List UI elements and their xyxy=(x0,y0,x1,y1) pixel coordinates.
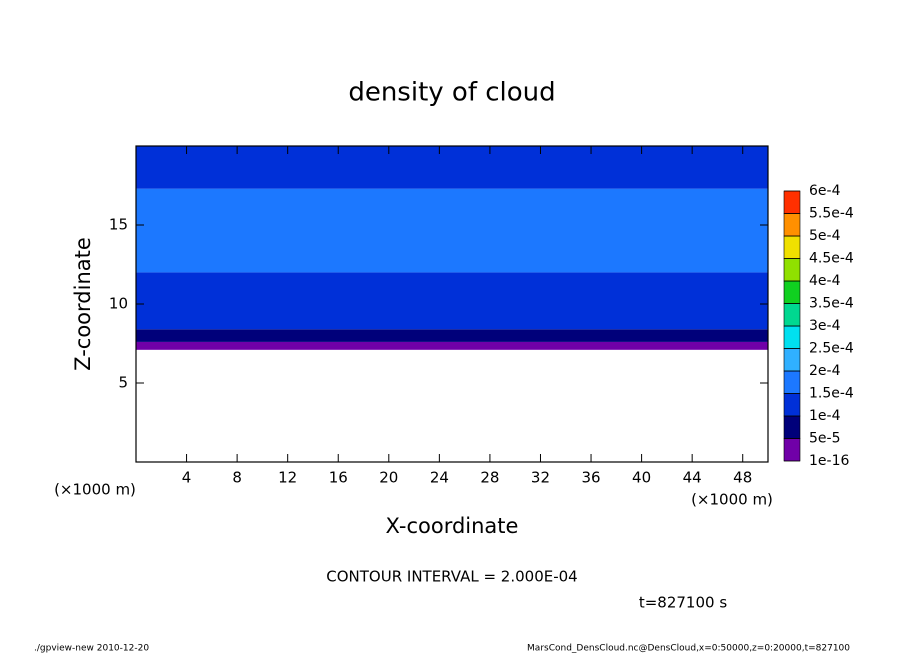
y-tick-label: 10 xyxy=(109,295,128,313)
chart-title: density of cloud xyxy=(348,78,555,108)
x-axis-label: X-coordinate xyxy=(386,514,519,538)
colorbar-label: 1e-4 xyxy=(809,408,841,424)
x-tick-label: 12 xyxy=(278,469,297,487)
colorbar-label: 6e-4 xyxy=(809,183,841,199)
colorbar-box xyxy=(783,325,801,349)
footer-left: ./gpview-new 2010-12-20 xyxy=(34,644,149,654)
colorbar-label: 2e-4 xyxy=(809,363,841,379)
y-tick-label: 15 xyxy=(109,216,128,234)
contour-interval: CONTOUR INTERVAL = 2.000E-04 xyxy=(326,568,577,586)
colorbar-label: 4.5e-4 xyxy=(809,251,854,267)
x-tick-label: 44 xyxy=(683,469,702,487)
x-tick-label: 28 xyxy=(480,469,499,487)
colorbar-label: 5.5e-4 xyxy=(809,206,854,222)
colorbar-box xyxy=(783,303,801,327)
time-label: t=827100 s xyxy=(639,594,727,612)
x-unit: (×1000 m) xyxy=(691,491,773,509)
x-tick-label: 36 xyxy=(581,469,600,487)
colorbar-label: 4e-4 xyxy=(809,273,841,289)
colorbar-label: 1.5e-4 xyxy=(809,386,854,402)
x-tick-label: 4 xyxy=(182,469,192,487)
x-tick-label: 40 xyxy=(632,469,651,487)
x-tick-label: 48 xyxy=(733,469,752,487)
x-tick-label: 20 xyxy=(379,469,398,487)
x-tick-label: 16 xyxy=(329,469,348,487)
footer-right: MarsCond_DensCloud.nc@DensCloud,x=0:5000… xyxy=(527,644,850,654)
colorbar-label: 3.5e-4 xyxy=(809,296,854,312)
colorbar-box xyxy=(783,415,801,439)
contour-band xyxy=(136,329,768,342)
colorbar-box xyxy=(783,438,801,462)
contour-band xyxy=(136,188,768,273)
contour-band xyxy=(136,146,768,189)
y-tick-label: 5 xyxy=(118,374,128,392)
contour-band xyxy=(136,341,768,350)
colorbar-label: 1e-16 xyxy=(809,453,849,469)
colorbar-box xyxy=(783,190,801,214)
y-axis-label: Z-coordinate xyxy=(71,237,95,371)
x-tick-label: 32 xyxy=(531,469,550,487)
colorbar-label: 2.5e-4 xyxy=(809,341,854,357)
colorbar-label: 5e-5 xyxy=(809,431,840,447)
colorbar-box xyxy=(783,235,801,259)
contour-band xyxy=(136,304,768,330)
x-tick-label: 24 xyxy=(430,469,449,487)
colorbar-box xyxy=(783,280,801,304)
colorbar-box xyxy=(783,370,801,394)
colorbar-label: 5e-4 xyxy=(809,228,841,244)
x-tick-label: 8 xyxy=(232,469,242,487)
colorbar-box xyxy=(783,258,801,282)
colorbar-box xyxy=(783,393,801,417)
y-unit: (×1000 m) xyxy=(54,481,136,499)
colorbar-box xyxy=(783,348,801,372)
contour-band xyxy=(136,272,768,304)
colorbar-label: 3e-4 xyxy=(809,318,841,334)
colorbar-box xyxy=(783,213,801,237)
